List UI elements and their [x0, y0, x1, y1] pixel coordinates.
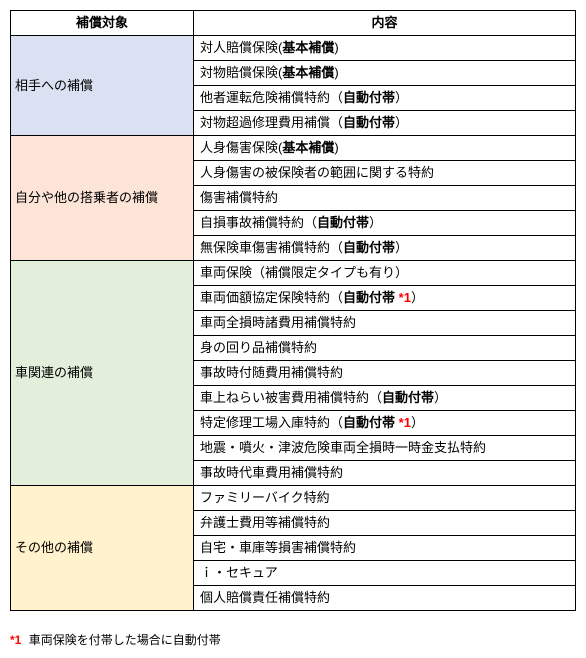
- coverage-table: 補償対象 内容 相手への補償対人賠償保険(基本補償)対物賠償保険(基本補償)他者…: [10, 10, 576, 611]
- content-cell: 人身傷害保険(基本補償): [194, 136, 576, 161]
- content-cell: 自宅・車庫等損害補償特約: [194, 536, 576, 561]
- content-cell: ｉ・セキュア: [194, 561, 576, 586]
- content-cell: 身の回り品補償特約: [194, 336, 576, 361]
- header-target: 補償対象: [11, 11, 194, 36]
- content-cell: 対人賠償保険(基本補償): [194, 36, 576, 61]
- content-cell: 個人賠償責任補償特約: [194, 586, 576, 611]
- content-cell: 事故時付随費用補償特約: [194, 361, 576, 386]
- header-row: 補償対象 内容: [11, 11, 576, 36]
- content-cell: 対物賠償保険(基本補償): [194, 61, 576, 86]
- header-content: 内容: [194, 11, 576, 36]
- footnote: *1 車両保険を付帯した場合に自動付帯: [10, 631, 576, 648]
- table-row: 相手への補償対人賠償保険(基本補償): [11, 36, 576, 61]
- content-cell: 事故時代車費用補償特約: [194, 461, 576, 486]
- content-cell: 人身傷害の被保険者の範囲に関する特約: [194, 161, 576, 186]
- category-cell: 相手への補償: [11, 36, 194, 136]
- category-cell: 自分や他の搭乗者の補償: [11, 136, 194, 261]
- content-cell: ファミリーバイク特約: [194, 486, 576, 511]
- table-row: 自分や他の搭乗者の補償人身傷害保険(基本補償): [11, 136, 576, 161]
- content-cell: 無保険車傷害補償特約（自動付帯）: [194, 236, 576, 261]
- category-cell: 車関連の補償: [11, 261, 194, 486]
- category-cell: その他の補償: [11, 486, 194, 611]
- footnote-marker: *1: [10, 633, 21, 647]
- content-cell: 特定修理工場入庫特約（自動付帯 *1）: [194, 411, 576, 436]
- content-cell: 車両価額協定保険特約（自動付帯 *1）: [194, 286, 576, 311]
- footnote-text: 車両保険を付帯した場合に自動付帯: [29, 633, 221, 647]
- content-cell: 地震・噴火・津波危険車両全損時一時金支払特約: [194, 436, 576, 461]
- table-body: 相手への補償対人賠償保険(基本補償)対物賠償保険(基本補償)他者運転危険補償特約…: [11, 36, 576, 611]
- content-cell: 自損事故補償特約（自動付帯）: [194, 211, 576, 236]
- content-cell: 車上ねらい被害費用補償特約（自動付帯）: [194, 386, 576, 411]
- content-cell: 車両全損時諸費用補償特約: [194, 311, 576, 336]
- table-row: 車関連の補償車両保険（補償限定タイプも有り）: [11, 261, 576, 286]
- table-row: その他の補償ファミリーバイク特約: [11, 486, 576, 511]
- content-cell: 弁護士費用等補償特約: [194, 511, 576, 536]
- content-cell: 傷害補償特約: [194, 186, 576, 211]
- content-cell: 車両保険（補償限定タイプも有り）: [194, 261, 576, 286]
- content-cell: 他者運転危険補償特約（自動付帯）: [194, 86, 576, 111]
- content-cell: 対物超過修理費用補償（自動付帯）: [194, 111, 576, 136]
